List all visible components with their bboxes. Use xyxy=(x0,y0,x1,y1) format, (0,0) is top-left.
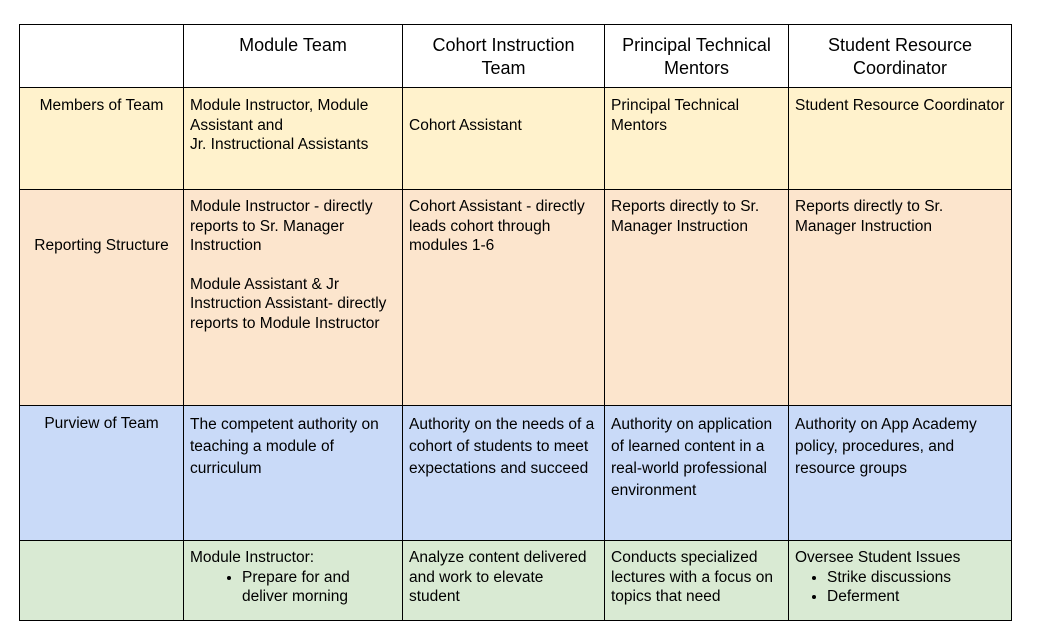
members-cohort-cell: Cohort Assistant xyxy=(402,87,605,190)
members-module-text: Module Instructor, Module Assistant and … xyxy=(190,97,369,153)
members-label: Members of Team xyxy=(19,87,184,190)
reporting-mentors-cell: Reports directly to Sr. Manager Instruct… xyxy=(604,189,789,406)
header-blank xyxy=(19,24,184,88)
responsibilities-module-list: Prepare for and deliver morning xyxy=(190,568,396,607)
purview-coordinator-cell: Authority on App Academy policy, procedu… xyxy=(788,405,1012,541)
list-item: Deferment xyxy=(827,587,1005,607)
responsibilities-coordinator-heading: Oversee Student Issues xyxy=(795,549,961,566)
purview-mentors-cell: Authority on application of learned cont… xyxy=(604,405,789,541)
members-mentors-cell: Principal Technical Mentors xyxy=(604,87,789,190)
reporting-coordinator-cell: Reports directly to Sr. Manager Instruct… xyxy=(788,189,1012,406)
responsibilities-coordinator-cell: Oversee Student Issues Strike discussion… xyxy=(788,540,1012,621)
list-item: Strike discussions xyxy=(827,568,1005,588)
purview-cohort-cell: Authority on the needs of a cohort of st… xyxy=(402,405,605,541)
responsibilities-module-heading: Module Instructor: xyxy=(190,549,315,566)
header-student-resource-coordinator: Student Resource Coordinator xyxy=(788,24,1012,88)
header-cohort-instruction-team: Cohort Instruction Team xyxy=(402,24,605,88)
reporting-row: Reporting Structure Module Instructor - … xyxy=(19,189,1012,406)
reporting-module-cell: Module Instructor - directly reports to … xyxy=(183,189,403,406)
header-row: Module Team Cohort Instruction Team Prin… xyxy=(19,24,1012,88)
reporting-cohort-cell: Cohort Assistant - directly leads cohort… xyxy=(402,189,605,406)
reporting-label: Reporting Structure xyxy=(19,189,184,406)
purview-module-cell: The competent authority on teaching a mo… xyxy=(183,405,403,541)
team-structure-table: Module Team Cohort Instruction Team Prin… xyxy=(19,24,1012,621)
purview-label: Purview of Team xyxy=(19,405,184,541)
purview-row: Purview of Team The competent authority … xyxy=(19,405,1012,541)
members-module-cell: Module Instructor, Module Assistant and … xyxy=(183,87,403,190)
responsibilities-module-cell: Module Instructor: Prepare for and deliv… xyxy=(183,540,403,621)
responsibilities-mentors-cell: Conducts specialized lectures with a foc… xyxy=(604,540,789,621)
responsibilities-coordinator-list: Strike discussions Deferment xyxy=(795,568,1005,607)
reporting-module-p2: Module Assistant & Jr Instruction Assist… xyxy=(190,275,387,332)
list-item: Prepare for and deliver morning xyxy=(242,568,396,607)
reporting-module-p1: Module Instructor - directly reports to … xyxy=(190,198,373,254)
responsibilities-cohort-cell: Analyze content delivered and work to el… xyxy=(402,540,605,621)
members-row: Members of Team Module Instructor, Modul… xyxy=(19,87,1012,190)
header-module-team: Module Team xyxy=(183,24,403,88)
responsibilities-row: Module Instructor: Prepare for and deliv… xyxy=(19,540,1012,621)
header-principal-technical-mentors: Principal Technical Mentors xyxy=(604,24,789,88)
members-coordinator-cell: Student Resource Coordinator xyxy=(788,87,1012,190)
paragraph-gap xyxy=(190,256,396,275)
responsibilities-label-empty xyxy=(19,540,184,621)
